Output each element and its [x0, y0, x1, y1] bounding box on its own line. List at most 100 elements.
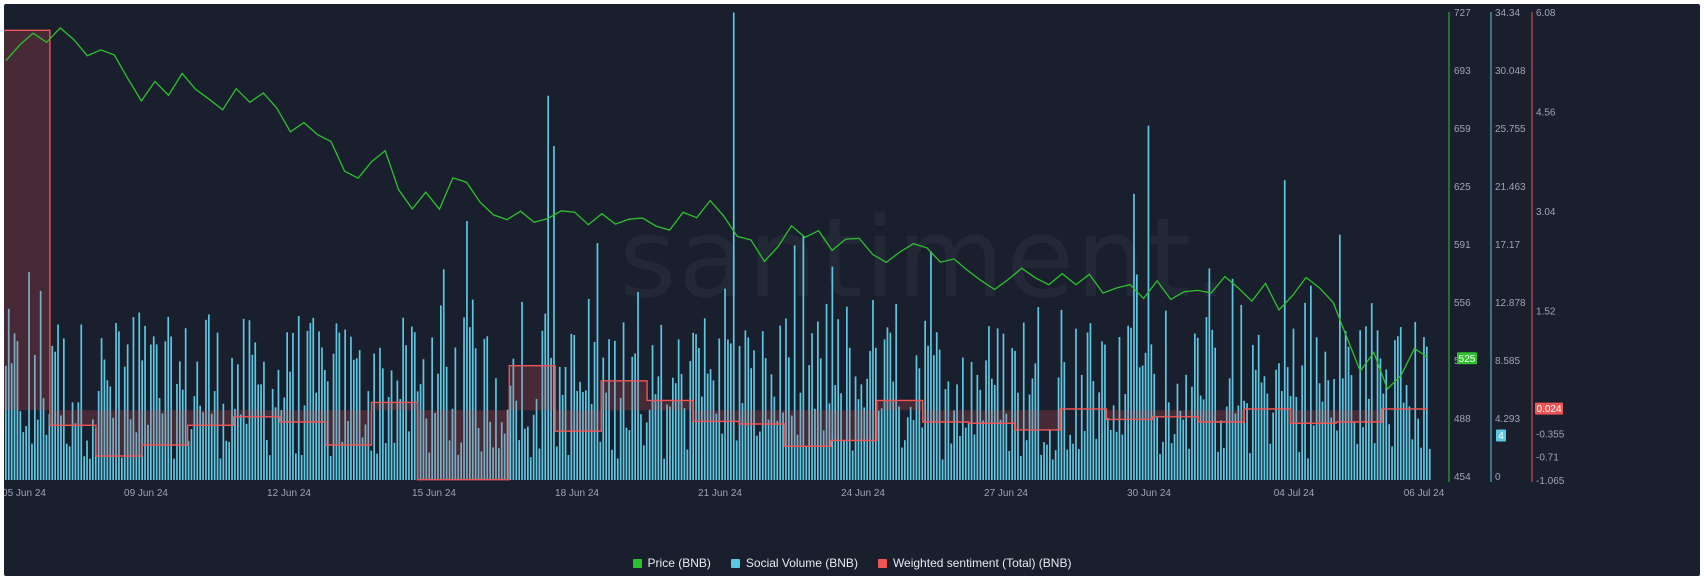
social-volume-bar [805, 446, 808, 480]
social-volume-bar [703, 318, 706, 480]
social-volume-bar [988, 326, 990, 480]
social-volume-bar [63, 338, 65, 480]
social-volume-bar [735, 440, 738, 480]
social-volume-bar [1191, 386, 1193, 480]
social-volume-bar [1194, 333, 1196, 480]
social-volume-bar [1220, 420, 1222, 480]
sentiment-area [4, 30, 50, 411]
social-volume-tick-label: 17.17 [1495, 240, 1520, 251]
social-volume-bar [1124, 394, 1127, 480]
social-volume-bar [570, 333, 573, 480]
social-volume-bar [828, 403, 831, 480]
social-volume-bar [1408, 406, 1411, 480]
social-volume-bar [956, 384, 958, 480]
social-volume-bar [747, 337, 750, 480]
social-volume-tick-label: 21.463 [1495, 182, 1526, 193]
social-volume-bar [442, 269, 445, 480]
social-volume-bar [1051, 459, 1054, 480]
social-volume-bar [1365, 326, 1367, 480]
social-volume-bar [657, 376, 660, 480]
social-volume-bar [921, 427, 924, 480]
social-volume-bar [825, 303, 828, 480]
social-volume-bar [909, 406, 912, 480]
social-volume-bar [469, 327, 471, 480]
social-volume-bar [538, 448, 541, 480]
social-volume-bar [1095, 438, 1098, 480]
social-volume-bar [515, 400, 518, 480]
social-volume-bar [1066, 449, 1069, 480]
social-volume-bar [709, 369, 712, 480]
social-volume-bar [930, 251, 932, 480]
price-line [5, 27, 1429, 391]
social-volume-bar [582, 392, 584, 480]
social-volume-bar [1034, 363, 1037, 480]
social-volume-bar [123, 366, 126, 480]
social-volume-bar [454, 347, 457, 480]
social-volume-bar [811, 333, 813, 480]
social-volume-bar [831, 266, 834, 480]
social-volume-bar [173, 458, 175, 480]
social-volume-bar [1344, 330, 1347, 480]
legend-item-sentiment[interactable]: Weighted sentiment (Total) (BNB) [877, 556, 1071, 570]
social-volume-bar [161, 413, 164, 480]
price-tick-label: 659 [1454, 124, 1471, 135]
social-volume-bar [1307, 458, 1309, 480]
social-volume-bar [1150, 344, 1153, 480]
social-volume-bar [25, 426, 27, 480]
social-volume-bar [463, 317, 465, 480]
social-volume-bar [1136, 274, 1138, 480]
social-volume-bar [701, 396, 703, 480]
social-volume-bar [1260, 382, 1263, 480]
social-volume-bar [315, 392, 317, 480]
social-volume-bar [225, 440, 228, 480]
social-volume-bar [764, 358, 767, 480]
social-volume-bar [680, 373, 683, 480]
social-volume-bar [596, 243, 599, 480]
social-volume-bar [80, 324, 83, 480]
x-tick-label: 24 Jun 24 [841, 488, 885, 499]
social-volume-bar [5, 365, 7, 480]
social-volume-bar [492, 447, 494, 480]
social-volume-bar [521, 301, 523, 480]
social-volume-bar [422, 359, 425, 480]
social-volume-bar [144, 325, 146, 480]
social-volume-bar [895, 304, 897, 480]
social-volume-bar [1118, 337, 1121, 480]
social-volume-bar [103, 359, 106, 480]
social-volume-bar [973, 434, 976, 480]
social-volume-bar [880, 408, 883, 480]
social-volume-bar [152, 336, 155, 480]
social-volume-bar [121, 457, 123, 480]
social-volume-bar [126, 344, 129, 480]
sentiment-tick-label: 1.52 [1536, 307, 1556, 318]
sentiment-current-label: 0.024 [1536, 404, 1561, 415]
social-volume-tick-label: 0 [1495, 472, 1501, 483]
social-volume-bar [721, 433, 723, 480]
legend-item-price[interactable]: Price (BNB) [632, 556, 711, 570]
sentiment-area [49, 410, 96, 426]
x-tick-label: 04 Jul 24 [1274, 488, 1315, 499]
social-volume-bar [1025, 440, 1028, 480]
social-volume-bar [164, 341, 167, 480]
social-volume-bar [1176, 383, 1179, 480]
social-volume-bar [1362, 427, 1364, 480]
social-volume-bar [257, 384, 259, 480]
social-volume-bar [724, 288, 726, 480]
social-volume-bar [959, 436, 961, 480]
legend-item-social-volume[interactable]: Social Volume (BNB) [730, 556, 858, 570]
sentiment-area [693, 410, 739, 422]
x-tick-label: 30 Jun 24 [1127, 488, 1171, 499]
sentiment-area [830, 410, 877, 441]
social-volume-bar [10, 363, 13, 480]
social-volume-bar [889, 332, 892, 480]
sentiment-area [233, 410, 280, 417]
social-volume-bar [1257, 334, 1260, 480]
social-volume-bar [527, 426, 529, 480]
social-volume-bar [585, 390, 587, 480]
social-volume-bar [761, 331, 764, 480]
social-volume-bar [1269, 443, 1272, 480]
social-volume-bar [1217, 451, 1219, 480]
social-volume-bar [611, 449, 613, 480]
social-volume-bar [631, 356, 634, 480]
social-volume-bar [361, 437, 364, 480]
